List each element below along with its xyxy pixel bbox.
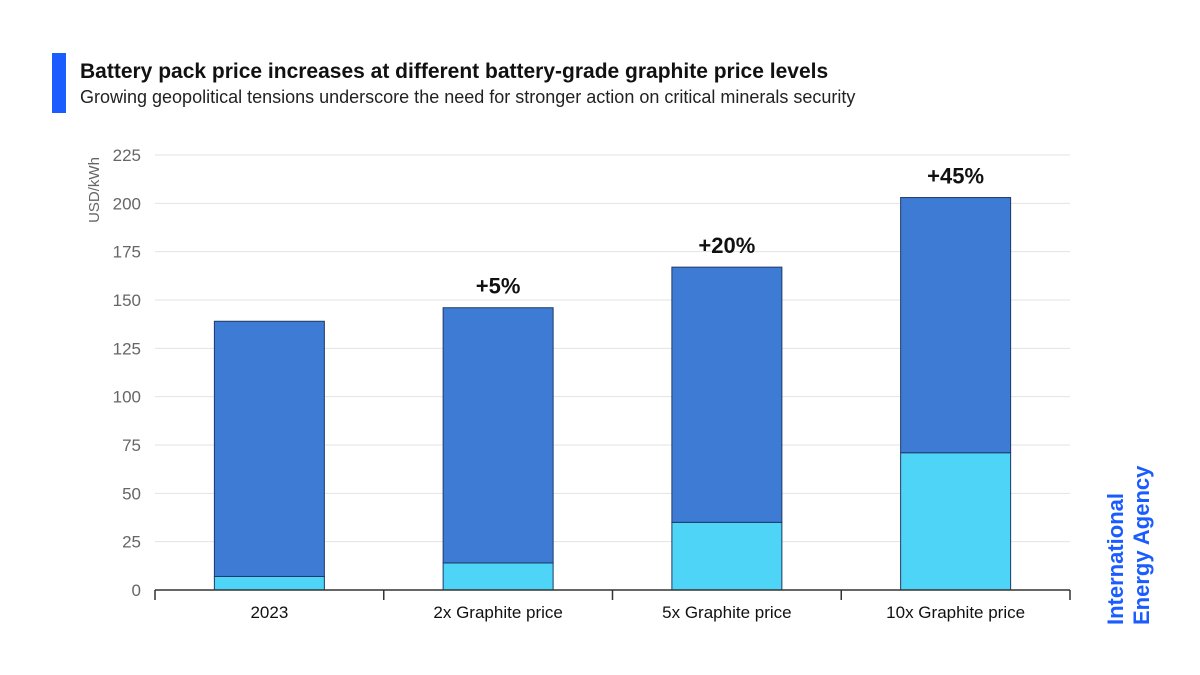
bar-segment-upper: [213, 320, 325, 577]
y-tick-label: 25: [122, 533, 141, 552]
bar-annotation: +5%: [476, 274, 521, 299]
y-tick-label: 0: [132, 581, 141, 600]
iea-logo: International Energy Agency: [1103, 465, 1154, 625]
y-axis-label: USD/kWh: [86, 157, 103, 223]
bar-annotation: +20%: [698, 233, 755, 258]
title-accent-bar: [52, 53, 66, 113]
y-tick-label: 200: [113, 194, 141, 213]
bar-annotation: +45%: [927, 164, 984, 189]
y-tick-label: 175: [113, 243, 141, 262]
bar-segment-upper: [671, 266, 783, 523]
x-tick-label: 2x Graphite price: [433, 603, 562, 622]
x-tick-label: 2023: [250, 603, 288, 622]
bar-segment-lower: [213, 575, 325, 591]
y-tick-label: 150: [113, 291, 141, 310]
y-tick-label: 100: [113, 388, 141, 407]
bar-segment-upper: [442, 307, 554, 564]
x-tick-label: 10x Graphite price: [886, 603, 1025, 622]
y-tick-label: 125: [113, 339, 141, 358]
chart-subtitle: Growing geopolitical tensions underscore…: [80, 87, 856, 107]
bar-segment-lower: [442, 562, 554, 591]
y-tick-label: 225: [113, 146, 141, 165]
bar-segment-lower: [671, 521, 783, 591]
brand-line-1: International: [1103, 493, 1128, 625]
x-tick-label: 5x Graphite price: [662, 603, 791, 622]
bar-segment-lower: [900, 452, 1012, 591]
y-tick-label: 50: [122, 484, 141, 503]
chart-title: Battery pack price increases at differen…: [80, 60, 829, 83]
brand-line-2: Energy Agency: [1129, 465, 1154, 625]
bar-segment-upper: [900, 197, 1012, 454]
y-tick-label: 75: [122, 436, 141, 455]
